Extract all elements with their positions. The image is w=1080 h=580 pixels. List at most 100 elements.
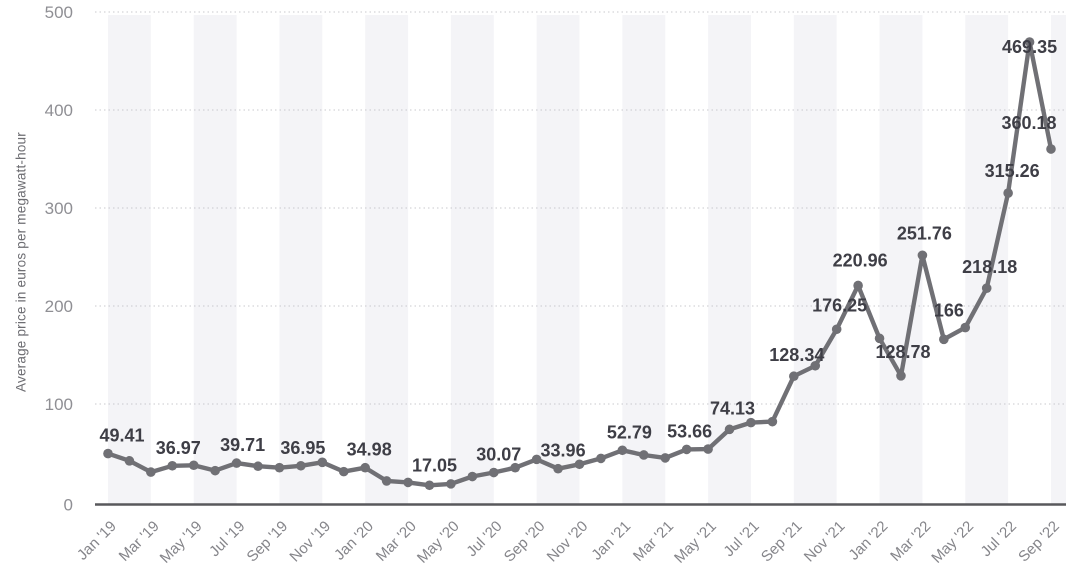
- y-tick-label: 200: [45, 297, 73, 316]
- band: [622, 15, 666, 504]
- background-bands: [108, 15, 1066, 504]
- x-tick-label: Nov '19: [286, 518, 334, 566]
- data-point: [488, 467, 499, 478]
- data-point: [167, 460, 178, 471]
- x-tick-label: May '22: [928, 518, 977, 567]
- band: [793, 15, 837, 504]
- point-labels: 49.41 36.97 39.71 36.95 34.98 17.05 30.07 33.96…: [99, 37, 1057, 475]
- data-point: [617, 445, 628, 456]
- data-point: [703, 444, 713, 454]
- data-point: [724, 424, 735, 435]
- band: [965, 15, 1009, 504]
- data-point: [403, 477, 413, 488]
- x-tick-label: Sep '21: [758, 518, 806, 566]
- point-label: 34.98: [347, 440, 392, 460]
- data-point: [767, 416, 778, 427]
- y-tick-label: 500: [45, 3, 73, 22]
- point-label: 176.25: [812, 295, 867, 315]
- data-point: [510, 462, 521, 473]
- data-point: [874, 333, 885, 344]
- data-point: [939, 334, 949, 345]
- data-point: [317, 457, 328, 468]
- point-label: 218.18: [962, 257, 1017, 277]
- band: [279, 15, 323, 504]
- point-label: 36.95: [280, 438, 325, 458]
- y-tick-label: 100: [45, 395, 73, 414]
- x-tick-label: Jul '22: [978, 518, 1020, 560]
- x-tick-label: Sep '22: [1015, 518, 1063, 566]
- data-point: [853, 280, 863, 291]
- x-tick-label: Sep '19: [244, 518, 292, 566]
- data-point: [381, 476, 392, 486]
- data-point: [446, 479, 456, 489]
- x-tick-label: Jan '20: [331, 518, 377, 564]
- data-point: [296, 460, 306, 471]
- point-label: 36.97: [156, 438, 201, 458]
- x-tick-label: Nov '21: [801, 518, 849, 566]
- data-point: [467, 471, 478, 482]
- y-tick-label: 0: [64, 496, 73, 515]
- band: [1051, 15, 1066, 504]
- data-point: [188, 460, 199, 471]
- data-point: [574, 459, 585, 470]
- x-tick-label: May '19: [157, 518, 206, 567]
- x-tick-label: Sep '20: [501, 518, 549, 566]
- data-point: [746, 417, 756, 428]
- point-label: 315.26: [985, 161, 1040, 181]
- point-label: 220.96: [833, 250, 888, 270]
- y-tick-labels: 0 100 200 300 400 500: [45, 3, 73, 515]
- data-point: [253, 461, 263, 472]
- x-tick-label: Jul '19: [206, 518, 248, 560]
- data-point: [424, 480, 435, 491]
- band: [879, 15, 923, 504]
- data-point: [810, 360, 821, 371]
- point-label: 17.05: [412, 455, 457, 475]
- band: [193, 15, 237, 504]
- x-tick-label: Jan '21: [588, 518, 634, 564]
- x-tick-label: Jan '22: [845, 518, 891, 564]
- data-point: [274, 462, 285, 473]
- x-tick-label: Mar '21: [630, 518, 677, 565]
- data-point: [531, 454, 542, 465]
- point-label: 49.41: [99, 426, 144, 446]
- data-point: [124, 456, 135, 466]
- point-label: 33.96: [541, 441, 586, 461]
- point-label: 128.34: [769, 345, 824, 365]
- point-label: 128.78: [875, 342, 930, 362]
- point-label: 360.18: [1001, 113, 1056, 133]
- point-label: 166: [934, 300, 964, 320]
- band: [708, 15, 751, 504]
- x-tick-label: Mar '22: [887, 518, 934, 565]
- x-tick-label: Nov '20: [544, 518, 592, 566]
- data-point: [660, 453, 671, 463]
- x-tick-label: Mar '20: [373, 518, 420, 565]
- data-point: [146, 467, 156, 477]
- data-point: [981, 283, 992, 293]
- y-tick-label: 400: [45, 101, 73, 120]
- data-point: [638, 450, 649, 460]
- data-point: [681, 444, 692, 455]
- data-point: [1003, 188, 1013, 198]
- x-tick-label: May '20: [414, 518, 463, 567]
- data-point: [1024, 37, 1035, 47]
- x-tick-label: Mar '19: [116, 518, 163, 565]
- y-tick-label: 300: [45, 199, 73, 218]
- data-point: [896, 370, 906, 381]
- data-point: [960, 322, 971, 333]
- data-point: [1046, 144, 1056, 154]
- data-point: [789, 371, 799, 382]
- data-point: [553, 463, 563, 474]
- x-tick-label: Jul '20: [463, 518, 505, 560]
- band: [365, 15, 409, 504]
- point-label: 469.35: [1002, 37, 1057, 57]
- band: [108, 15, 151, 504]
- data-point: [360, 462, 370, 473]
- data-point: [231, 458, 242, 468]
- y-axis-title: Average price in euros per megawatt-hour: [13, 132, 29, 392]
- x-tick-label: Jan '19: [74, 518, 120, 564]
- data-point: [831, 324, 842, 335]
- point-label: 39.71: [220, 435, 265, 455]
- data-point: [103, 448, 113, 459]
